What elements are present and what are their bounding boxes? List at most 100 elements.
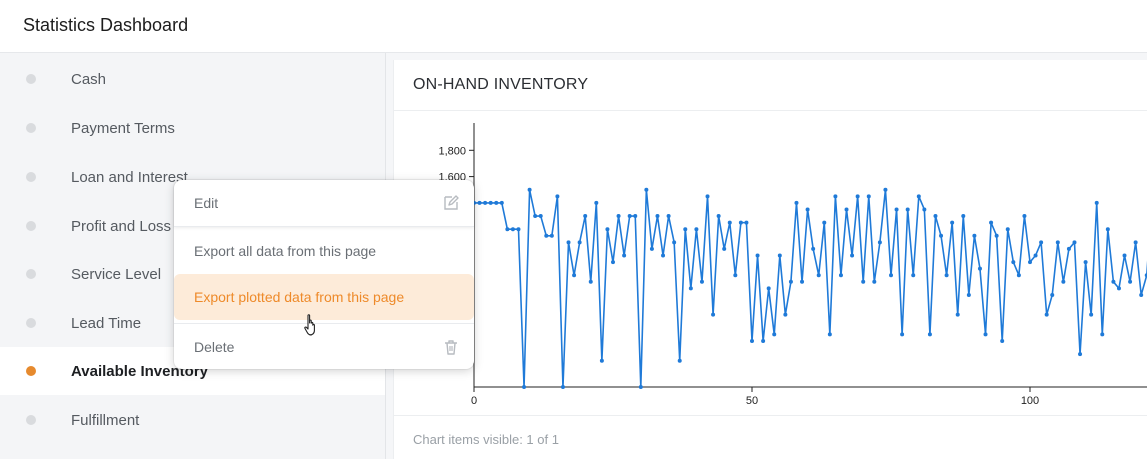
status-dot [26, 123, 36, 133]
data-point [994, 233, 999, 238]
data-point [816, 273, 821, 278]
data-point [955, 312, 960, 317]
panel-footer: Chart items visible: 1 of 1 [394, 415, 1147, 459]
data-point [883, 187, 888, 192]
data-point [1033, 253, 1038, 258]
context-menu: Edit Export all data from this page Expo… [174, 180, 474, 369]
chart-items-visible-text: Chart items visible: 1 of 1 [413, 432, 559, 447]
series-line [474, 188, 1147, 388]
status-dot [26, 366, 36, 376]
data-point [844, 207, 849, 212]
sidebar-item-lead-time[interactable]: Lead Time [0, 299, 385, 347]
data-point [805, 207, 810, 212]
data-point [944, 273, 949, 278]
sidebar-item-payment-terms[interactable]: Payment Terms [0, 104, 385, 152]
y-tick-label: 1,800 [438, 145, 466, 157]
data-point [1050, 292, 1055, 297]
data-point [922, 207, 927, 212]
sidebar-item-fulfillment[interactable]: Fulfillment [0, 396, 385, 444]
data-point [900, 332, 905, 337]
data-point [588, 279, 593, 284]
data-point [522, 385, 527, 389]
data-point [1100, 332, 1105, 337]
data-point [939, 233, 944, 238]
panel-header: ON-HAND INVENTORY [394, 60, 1147, 111]
sidebar-item-label: Profit and Loss [71, 217, 172, 235]
data-point [538, 214, 543, 219]
data-point [583, 214, 588, 219]
export-all-label: Export all data from this page [194, 243, 377, 259]
chart-panel: ON-HAND INVENTORY 0 50 100 1,600 1,800 Chart… [393, 60, 1147, 459]
data-point [577, 240, 582, 245]
data-point [672, 240, 677, 245]
data-point [616, 214, 621, 219]
delete-menu-item[interactable]: Delete [174, 323, 474, 370]
data-point [705, 194, 710, 199]
sidebar-item-loan-and-interest[interactable]: Loan and Interest [0, 153, 385, 201]
sidebar-item-label: Loan and Interest [71, 168, 188, 186]
data-point [505, 227, 510, 232]
data-point [510, 227, 515, 232]
data-point [594, 200, 599, 205]
sidebar-item-label: Fulfillment [71, 411, 140, 429]
data-point [827, 332, 832, 337]
data-point [983, 332, 988, 337]
data-point [644, 187, 649, 192]
data-point [1055, 240, 1060, 245]
data-point [1000, 338, 1005, 343]
data-point [966, 292, 971, 297]
x-tick-label: 100 [1021, 395, 1039, 407]
data-point [1105, 227, 1110, 232]
edit-menu-item[interactable]: Edit [174, 180, 474, 227]
export-plotted-data-menu-item[interactable]: Export plotted data from this page [174, 274, 474, 320]
data-point [1083, 260, 1088, 265]
data-point [977, 266, 982, 271]
data-point [1039, 240, 1044, 245]
edit-icon [444, 195, 459, 210]
status-dot [26, 74, 36, 84]
data-point [683, 227, 688, 232]
data-point [872, 279, 877, 284]
data-point [950, 220, 955, 225]
data-point [477, 200, 482, 205]
data-point [605, 227, 610, 232]
data-point [1128, 279, 1133, 284]
sidebar-item-label: Service Level [71, 265, 162, 283]
sidebar-item-label: Payment Terms [71, 119, 175, 137]
data-point [560, 385, 565, 389]
data-point [655, 214, 660, 219]
data-point [761, 338, 766, 343]
data-point [1133, 240, 1138, 245]
data-point [1072, 240, 1077, 245]
data-point [699, 279, 704, 284]
data-point [1066, 246, 1071, 251]
data-point [794, 200, 799, 205]
status-dot [26, 269, 36, 279]
sidebar-item-service-level[interactable]: Service Level [0, 250, 385, 298]
data-point [961, 214, 966, 219]
status-dot [26, 221, 36, 231]
export-plotted-label: Export plotted data from this page [194, 289, 405, 305]
data-point [905, 207, 910, 212]
data-point [750, 338, 754, 343]
data-point [1028, 260, 1032, 265]
data-point [627, 214, 632, 219]
x-tick-label: 0 [471, 395, 477, 407]
data-point [1016, 273, 1021, 278]
data-point [744, 220, 749, 225]
data-point [889, 273, 893, 278]
data-point [1144, 273, 1147, 278]
data-point [1089, 312, 1094, 317]
data-point [855, 194, 860, 199]
data-point [822, 220, 827, 225]
sidebar-item-cash[interactable]: Cash [0, 55, 385, 103]
export-all-data-menu-item[interactable]: Export all data from this page [174, 228, 474, 274]
status-dot [26, 415, 36, 425]
data-point [733, 273, 738, 278]
data-point [972, 233, 977, 238]
data-point [777, 253, 782, 258]
delete-label: Delete [194, 339, 235, 355]
sidebar-item-profit-and-loss[interactable]: Profit and Loss [0, 202, 385, 250]
data-point [533, 214, 538, 219]
